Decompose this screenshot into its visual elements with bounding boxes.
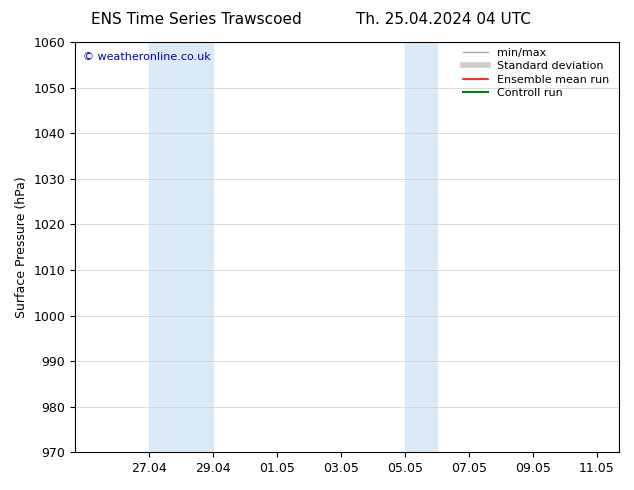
Legend: min/max, Standard deviation, Ensemble mean run, Controll run: min/max, Standard deviation, Ensemble me… (459, 44, 614, 102)
Y-axis label: Surface Pressure (hPa): Surface Pressure (hPa) (15, 176, 28, 318)
Text: ENS Time Series Trawscoed: ENS Time Series Trawscoed (91, 12, 302, 27)
Bar (404, 42, 437, 452)
Bar (149, 42, 213, 452)
Text: © weatheronline.co.uk: © weatheronline.co.uk (83, 52, 211, 62)
Text: Th. 25.04.2024 04 UTC: Th. 25.04.2024 04 UTC (356, 12, 531, 27)
